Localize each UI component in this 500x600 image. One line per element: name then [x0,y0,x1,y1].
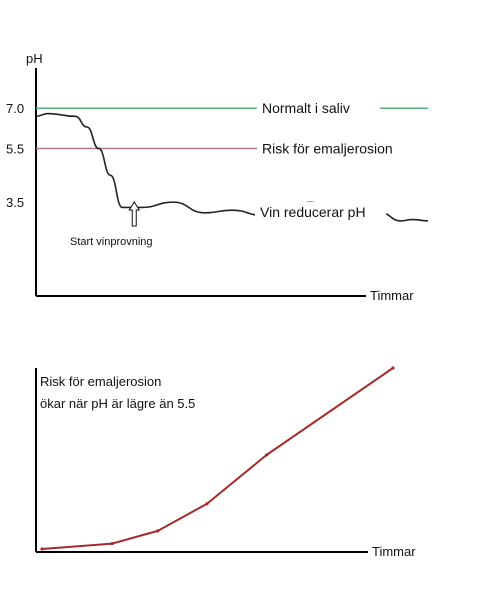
ph-chart: pH Timmar 7.0 5.5 3.5 Normalt i saliv Risk … [6,51,430,303]
risk-point [156,529,160,533]
x-axis-label: Timmar [370,288,414,303]
reference-label-bg [257,138,430,159]
series-label-bg [255,201,387,222]
reference-label: Normalt i saliv [262,100,350,116]
x-axis-label: Timmar [372,544,416,559]
series-label: Vin reducerar pH [260,204,366,220]
reference-label-bg [257,98,380,119]
erosion-chart: Risk för emaljerosion ökar när pH är läg… [35,366,416,559]
risk-series-line [41,367,394,550]
arrow-up-icon [128,201,141,227]
y-tick-label: 5.5 [6,141,24,156]
annotation-line-2: ökar när pH är lägre än 5.5 [40,396,195,411]
y-tick-label: 7.0 [6,101,24,116]
risk-point [265,453,269,457]
risk-point [205,502,209,506]
y-axis-label: pH [26,51,43,66]
reference-label: Risk för emaljerosion [262,140,393,156]
annotation-line-1: Risk för emaljerosion [40,374,161,389]
annotation-label: Start vinprovning [70,236,153,248]
risk-point [40,547,44,551]
risk-point [110,541,114,546]
risk-point [391,366,395,370]
y-tick-label: 3.5 [6,195,24,210]
